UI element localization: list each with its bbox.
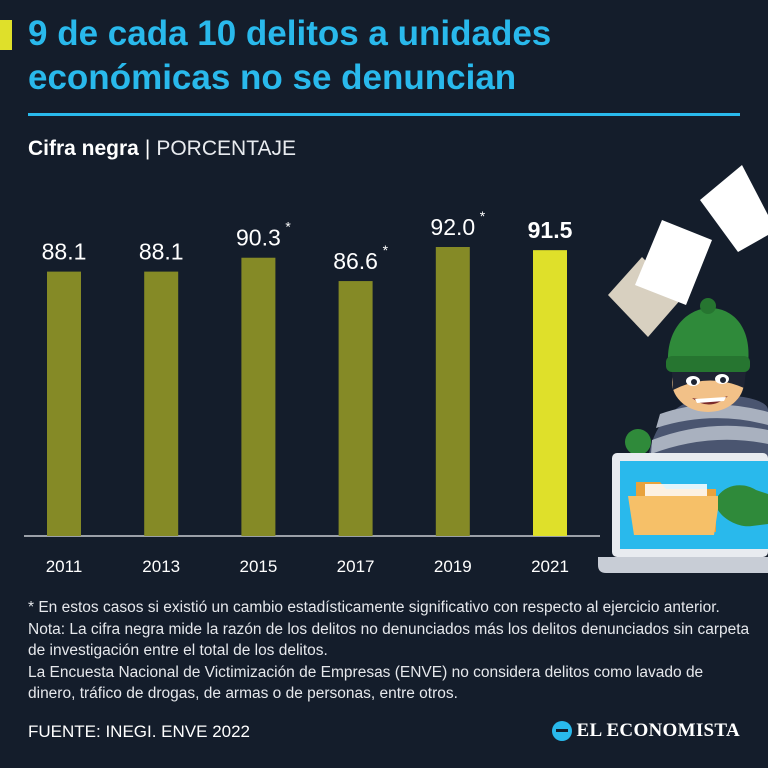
- chart-subtitle: Cifra negra | PORCENTAJE: [28, 137, 296, 161]
- subtitle-unit: PORCENTAJE: [156, 137, 296, 160]
- subtitle-label: Cifra negra: [28, 137, 139, 160]
- footnotes: * En estos casos si existió un cambio es…: [28, 597, 753, 705]
- value-label-2015: 90.3: [236, 225, 281, 251]
- value-label-2019: 92.0: [430, 214, 475, 240]
- thief-left-hand: [625, 429, 651, 455]
- thief-right-hand: [718, 485, 768, 527]
- brand-name: EL ECONOMISTA: [576, 720, 740, 741]
- value-label-2017: 86.6: [333, 248, 378, 274]
- bar-2021: [533, 250, 567, 536]
- bar-2019: [435, 247, 470, 536]
- paper-sheet-back: [608, 257, 682, 337]
- beanie-hat: [666, 298, 750, 372]
- note-asterisk: * En estos casos si existió un cambio es…: [28, 599, 720, 616]
- hacker-illustration: [598, 165, 768, 573]
- paper-sheet-front: [700, 165, 768, 252]
- bar-2017: [338, 281, 373, 536]
- x-tick-label-2013: 2013: [142, 557, 180, 576]
- x-tick-label-2019: 2019: [434, 557, 472, 576]
- significance-mark-2015: *: [285, 219, 291, 235]
- page-title: 9 de cada 10 delitos a unidades económic…: [28, 12, 748, 100]
- significance-mark-2017: *: [383, 242, 389, 258]
- bar-2015: [241, 257, 276, 536]
- bar-2011: [47, 271, 81, 536]
- value-label-2021: 91.5: [528, 217, 573, 243]
- title-divider: [28, 113, 740, 116]
- x-tick-label-2021: 2021: [531, 557, 569, 576]
- x-tick-label-2011: 2011: [46, 557, 83, 576]
- value-label-2013: 88.1: [139, 239, 184, 265]
- folder-icon: [628, 482, 720, 535]
- title-accent-bar: [0, 20, 12, 50]
- paper-sheet-middle: [635, 220, 712, 305]
- brand-mark-icon: [551, 721, 572, 741]
- note-definition: Nota: La cifra negra mide la razón de lo…: [28, 620, 750, 660]
- x-tick-label-2017: 2017: [337, 557, 375, 576]
- title-line-1: 9 de cada 10 delitos a unidades: [28, 14, 552, 53]
- source-text: FUENTE: INEGI. ENVE 2022: [28, 722, 251, 741]
- bar-2013: [144, 271, 179, 536]
- title-line-2: económicas no se denuncian: [28, 58, 517, 97]
- note-enve: La Encuesta Nacional de Victimización de…: [28, 663, 704, 703]
- brand-logo: EL ECONOMISTA: [551, 720, 741, 742]
- thief-body: [625, 395, 768, 470]
- x-tick-label-2015: 2015: [239, 557, 277, 576]
- subtitle-separator: |: [144, 137, 151, 160]
- value-label-2011: 88.1: [42, 239, 87, 265]
- significance-mark-2019: *: [480, 208, 486, 224]
